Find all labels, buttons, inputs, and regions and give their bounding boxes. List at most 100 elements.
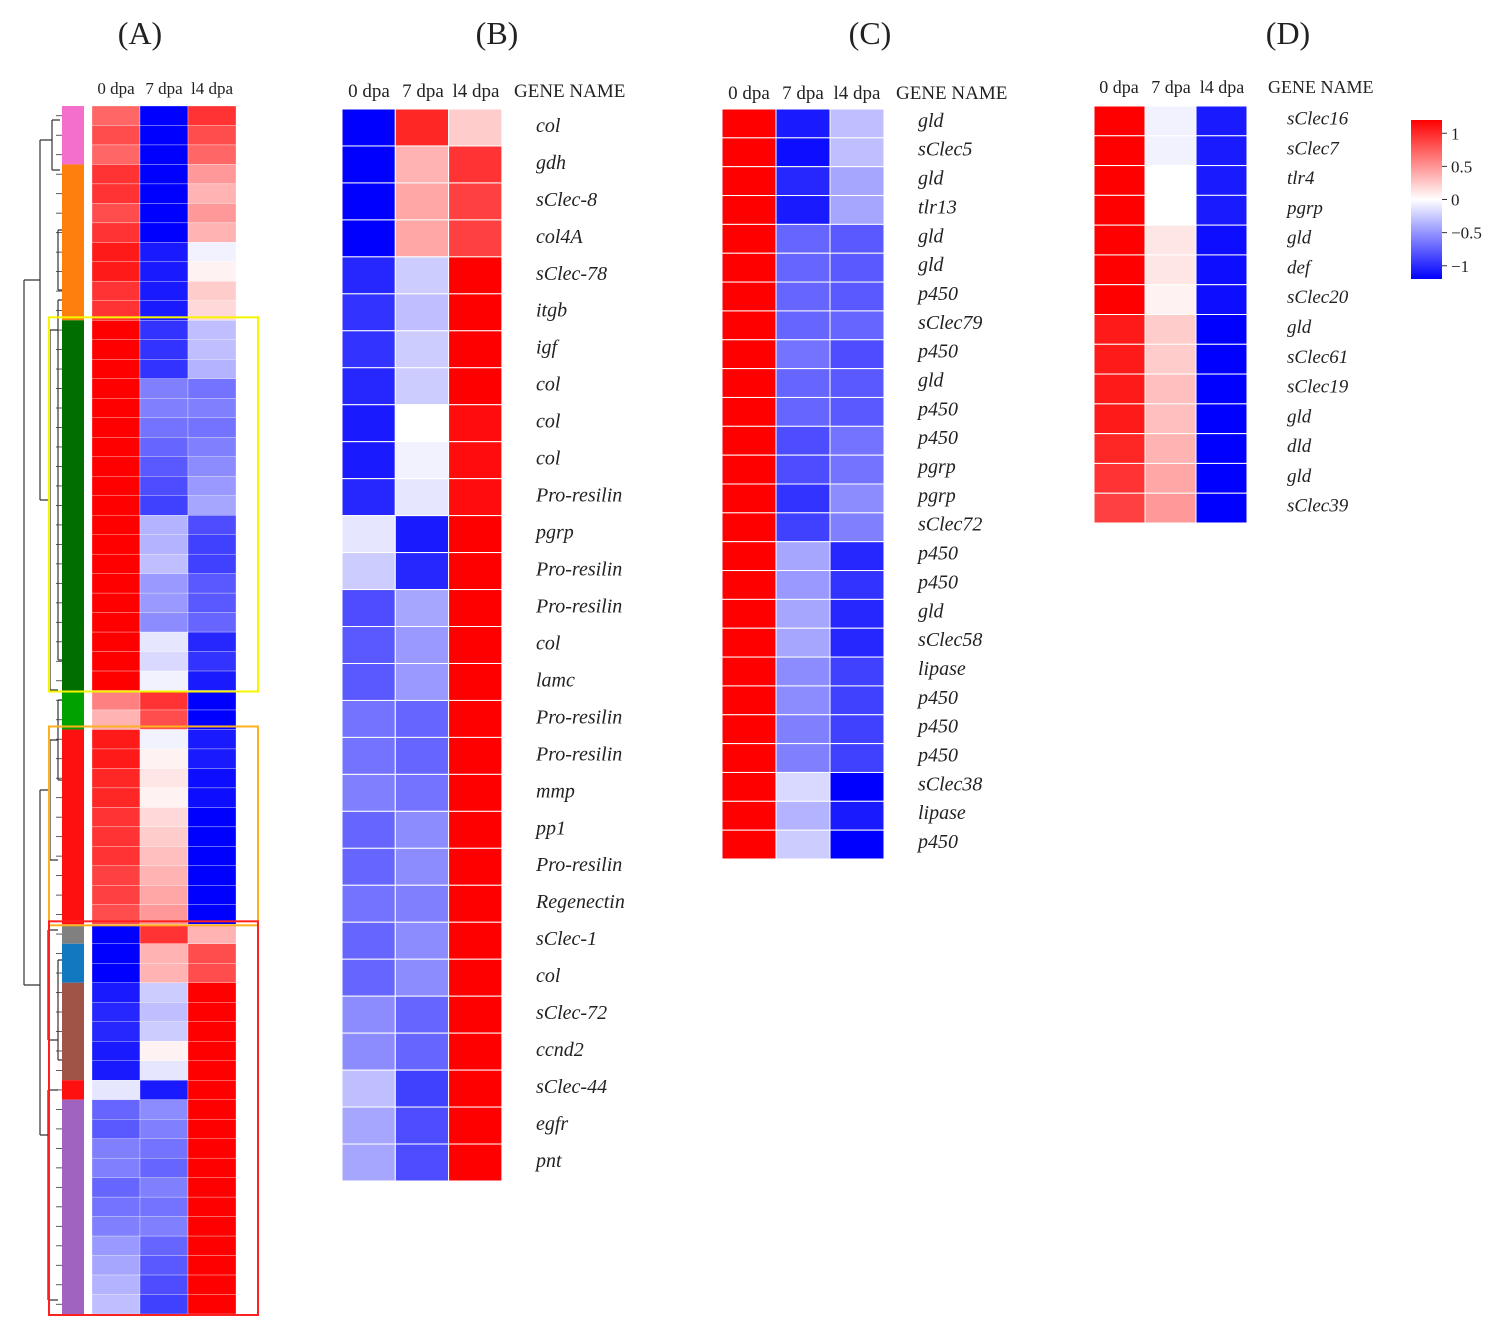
panel-c-cell [775, 829, 831, 860]
panel-a-cell [91, 924, 141, 944]
panel-b-cell [341, 589, 396, 628]
panel-a-cell [91, 1060, 141, 1081]
panel-a-cell [139, 1294, 189, 1315]
panel-d-cell [1093, 343, 1146, 375]
panel-c-gene-label: tlr13 [918, 196, 957, 218]
panel-b-gene-label: pnt [534, 1150, 562, 1172]
panel-a-cell [139, 1177, 189, 1198]
panel-b-cell [341, 921, 396, 960]
panel-d-gene-label: sClec20 [1287, 287, 1349, 308]
panel-a-cell [91, 1041, 141, 1061]
panel-a-cell [187, 339, 237, 360]
panel-c-cell [721, 195, 777, 225]
panel-a-cell [187, 1099, 237, 1120]
panel-b-cell [341, 182, 396, 221]
panel-a-cell [91, 378, 141, 399]
panel-a-cell [91, 943, 141, 964]
panel-b-heatmap [341, 108, 503, 1182]
panel-d-cell [1144, 105, 1197, 137]
panel-d-cell [1093, 105, 1146, 137]
panel-c-cell [775, 512, 831, 543]
panel-a-cluster-bar [62, 164, 84, 321]
panel-b-cell [394, 441, 450, 480]
panel-d-cell [1144, 194, 1197, 226]
panel-a-cell [187, 1119, 237, 1139]
panel-a-cell [187, 534, 237, 555]
panel-d-gene-label: sClec7 [1287, 138, 1340, 159]
panel-b-gene-label: igf [536, 337, 560, 359]
panel-a-cell [187, 748, 237, 769]
color-legend-tick-label: 0.5 [1451, 157, 1472, 176]
panel-c-gene-label: gld [918, 370, 945, 392]
panel-c-cell [775, 223, 831, 254]
panel-b-cell [394, 699, 450, 738]
panel-c-col-header: 0 dpa [728, 83, 770, 104]
panel-d-cell [1195, 343, 1248, 375]
panel-d-cell [1195, 284, 1248, 316]
panel-a-cell [187, 183, 237, 204]
panel-c-cell [829, 310, 885, 341]
panel-a-cell [187, 826, 237, 847]
panel-d-cell [1195, 165, 1248, 196]
panel-d-gene-label: gld [1287, 466, 1312, 487]
color-legend-ticks: 1 0.5 0 −0.5 −1 [1442, 124, 1482, 276]
panel-b-cell [448, 515, 503, 554]
panel-c-cell [775, 685, 831, 716]
panel-a-cell [187, 105, 237, 126]
panel-a-cell [91, 534, 141, 555]
panel-c-cell [721, 512, 777, 543]
panel-a-cell [91, 222, 141, 243]
panel-c-gene-label: p450 [916, 283, 958, 305]
panel-a-cell [187, 1255, 237, 1276]
panel-b-cell [394, 182, 450, 221]
panel-c-cell [829, 396, 885, 427]
panel-d-cell [1093, 433, 1146, 464]
panel-a-cell [91, 1021, 141, 1042]
panel-b-cell [394, 1069, 450, 1108]
panel-b-gene-label: col [536, 374, 561, 396]
panel-a-heatmap [62, 105, 237, 1315]
panel-c-cell [829, 800, 885, 831]
panel-title-d: (D) [1266, 15, 1310, 51]
panel-a-cell [91, 144, 141, 165]
panel-a-cell [187, 885, 237, 905]
panel-c-cell [775, 137, 831, 168]
panel-a-cell [91, 359, 141, 379]
panel-a-cell [187, 963, 237, 983]
panel-b-gene-label: col [536, 448, 561, 470]
panel-c-cell [721, 166, 777, 197]
panel-c-cell [829, 685, 885, 716]
panel-a-cell [139, 846, 189, 867]
panel-b-cell [394, 1143, 450, 1182]
panel-b-cell [448, 958, 503, 997]
panel-a-cell [139, 359, 189, 379]
panel-b-cell [394, 1032, 450, 1071]
panel-b-gene-label: Pro-resilin [535, 706, 622, 728]
panel-d-cell [1144, 135, 1197, 167]
panel-a-cell [91, 242, 141, 263]
panel-a-cell [187, 807, 237, 828]
panel-a-cell [139, 1060, 189, 1081]
panel-c-cell [829, 454, 885, 485]
panel-a-cell [139, 592, 189, 613]
panel-a-cell [139, 1216, 189, 1237]
panel-a-cell [187, 417, 237, 438]
panel-d-cell [1093, 462, 1146, 494]
panel-d-gene-label: gld [1287, 228, 1312, 249]
panel-a-cell [187, 495, 237, 516]
panel-d-heatmap [1093, 105, 1248, 524]
panel-a-cell [91, 164, 141, 185]
panel-b-cell [394, 552, 450, 591]
color-legend-bar [1411, 120, 1442, 279]
panel-a-cell [139, 437, 189, 457]
panel-a-cell [91, 1157, 141, 1178]
panel-a-cell [91, 398, 141, 418]
panel-a-cell [91, 1099, 141, 1120]
panel-d-cell [1144, 224, 1197, 256]
panel-a-cell [139, 748, 189, 769]
panel-a-cell [139, 1157, 189, 1178]
panel-a-cell [91, 1255, 141, 1276]
panel-d-gene-label: gld [1287, 406, 1312, 427]
panel-a-cell [187, 787, 237, 808]
panel-c-cell [829, 195, 885, 225]
